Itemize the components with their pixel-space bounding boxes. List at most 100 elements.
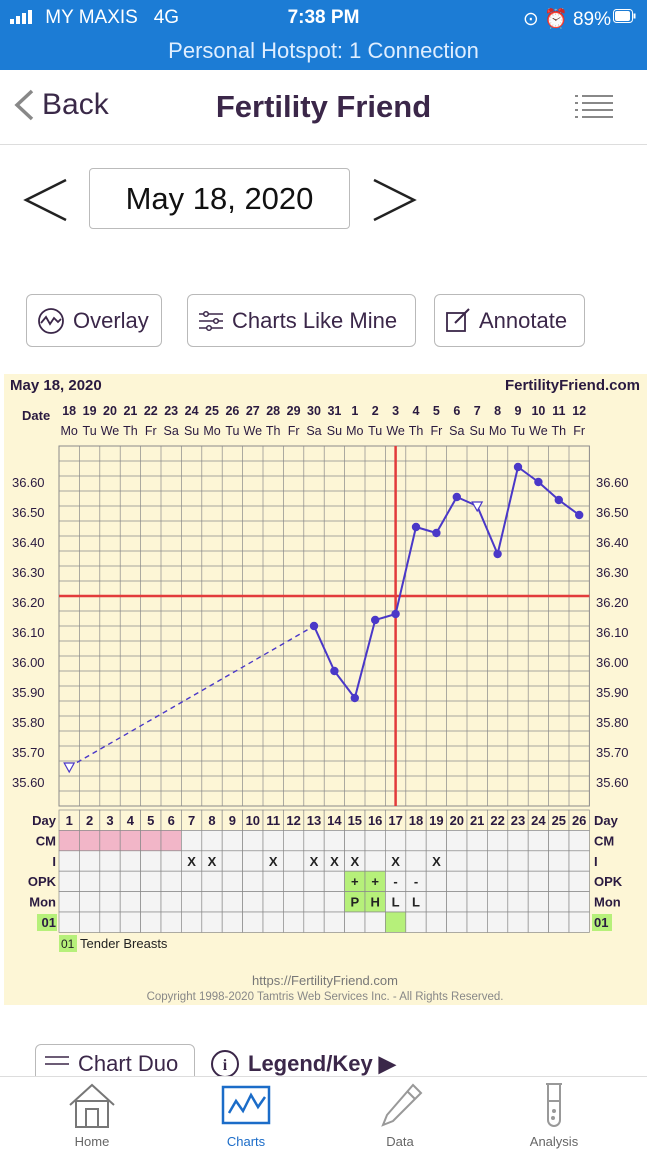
date-tick-label: 28 [266, 404, 280, 418]
monitor-mark: P [350, 895, 359, 910]
date-tick-label: 6 [453, 404, 460, 418]
table-cell [242, 891, 264, 913]
table-cell [548, 830, 570, 852]
table-cell [99, 911, 121, 933]
annotate-button[interactable]: Annotate [434, 294, 585, 347]
table-cell [507, 830, 529, 852]
date-navigator: May 18, 2020 [0, 165, 647, 235]
table-cell [548, 850, 570, 872]
date-row-label: Date [22, 408, 50, 423]
table-row-label: Day [32, 813, 57, 828]
table-cell [242, 870, 264, 892]
table-row-label-right: Mon [594, 895, 621, 910]
table-row-label: 01 [42, 915, 56, 930]
table-cell [425, 870, 447, 892]
tab-bar: Home Charts Data Analysis [0, 1076, 647, 1151]
table-cell [221, 850, 243, 872]
cycle-day-number: 12 [286, 813, 300, 828]
cycle-day-number: 22 [490, 813, 504, 828]
legend-key-link[interactable]: i Legend/Key ▶ [210, 1044, 430, 1084]
y-tick-label-right: 35.70 [596, 745, 629, 760]
weekday-tick-label: Sa [449, 424, 464, 438]
tab-charts[interactable]: Charts [186, 1081, 306, 1149]
table-cell [446, 870, 468, 892]
weekday-tick-label: Th [552, 424, 567, 438]
table-row-label: CM [36, 833, 56, 848]
table-cell [548, 911, 570, 933]
date-tick-label: 9 [515, 404, 522, 418]
date-field[interactable]: May 18, 2020 [89, 168, 350, 229]
weekday-tick-label: Mo [61, 424, 78, 438]
cycle-day-number: 20 [450, 813, 464, 828]
table-cell [140, 830, 162, 852]
table-cell [283, 830, 305, 852]
table-cell [201, 830, 223, 852]
cycle-day-number: 13 [307, 813, 321, 828]
tab-home[interactable]: Home [32, 1081, 152, 1149]
date-tick-label: 29 [287, 404, 301, 418]
table-cell [79, 911, 101, 933]
list-menu-icon[interactable] [575, 94, 613, 120]
weekday-tick-label: Th [123, 424, 138, 438]
tab-data[interactable]: Data [340, 1081, 460, 1149]
temperature-line-segment [333, 670, 356, 699]
table-cell [160, 830, 182, 852]
table-cell [58, 830, 80, 852]
table-cell [466, 911, 488, 933]
cycle-day-number: 18 [409, 813, 423, 828]
table-cell [446, 850, 468, 872]
table-cell [303, 891, 325, 913]
network-type: 4G [153, 7, 180, 28]
date-tick-label: 5 [433, 404, 440, 418]
y-tick-label-right: 36.30 [596, 565, 629, 580]
temperature-point [330, 666, 339, 676]
table-cell [58, 911, 80, 933]
back-button[interactable]: Back [12, 88, 109, 122]
table-cell [79, 891, 101, 913]
hotspot-banner[interactable]: Personal Hotspot: 1 Connection [0, 34, 647, 70]
intercourse-mark: X [330, 854, 339, 869]
previous-date-arrow-icon[interactable] [20, 175, 72, 225]
opk-mark: + [351, 874, 359, 889]
table-cell [181, 911, 203, 933]
cycle-day-number: 21 [470, 813, 484, 828]
table-cell [323, 830, 345, 852]
y-tick-label-right: 35.80 [596, 715, 629, 730]
cycle-day-number: 10 [246, 813, 260, 828]
overlay-button[interactable]: Overlay [26, 294, 162, 347]
cycle-day-number: 6 [168, 813, 175, 828]
y-tick-label-left: 35.60 [12, 775, 45, 790]
cycle-day-number: 5 [147, 813, 154, 828]
weekday-tick-label: Mo [203, 424, 220, 438]
table-cell [568, 870, 590, 892]
date-tick-label: 8 [494, 404, 501, 418]
y-tick-label-left: 36.60 [12, 475, 45, 490]
tab-analysis[interactable]: Analysis [494, 1081, 614, 1149]
table-cell [527, 911, 549, 933]
weekday-tick-label: Mo [489, 424, 506, 438]
next-date-arrow-icon[interactable] [368, 175, 420, 225]
chevron-left-icon [14, 89, 34, 121]
table-cell [344, 830, 366, 852]
overlay-label: Overlay [73, 307, 149, 333]
weekday-tick-label: Tu [225, 424, 239, 438]
table-cell [385, 830, 407, 852]
date-tick-label: 24 [185, 404, 199, 418]
charts-like-mine-button[interactable]: Charts Like Mine [187, 294, 416, 347]
table-cell [58, 891, 80, 913]
status-right: ⊙ ⏰ 89% [523, 7, 611, 31]
legend-key-label: Legend/Key ▶ [248, 1051, 396, 1076]
table-cell [364, 911, 386, 933]
table-row-label-right: OPK [594, 874, 623, 889]
y-tick-label-right: 36.10 [596, 625, 629, 640]
footer-copyright: Copyright 1998-2020 Tamtris Web Services… [147, 991, 504, 1003]
table-cell [119, 850, 141, 872]
annotate-label: Annotate [479, 307, 568, 333]
table-row-label: OPK [28, 874, 57, 889]
intercourse-mark: X [310, 854, 319, 869]
cycle-day-number: 23 [511, 813, 525, 828]
table-cell [262, 911, 284, 933]
temperature-line-segment [558, 499, 580, 516]
footer-url: https://FertilityFriend.com [252, 973, 398, 988]
table-cell [262, 891, 284, 913]
